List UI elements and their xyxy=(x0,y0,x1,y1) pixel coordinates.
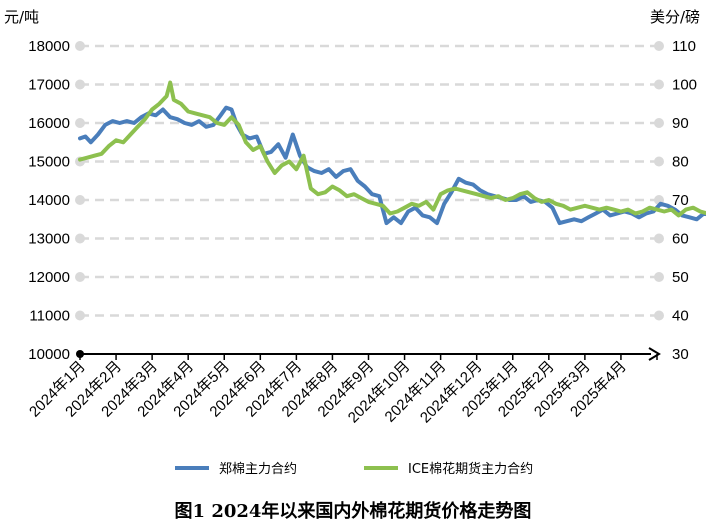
left-tick-label-11000: 11000 xyxy=(29,308,70,325)
right-tick-label-60: 60 xyxy=(672,231,689,248)
left-tick-label-14000: 14000 xyxy=(28,192,70,209)
right-tick-dot-110 xyxy=(654,41,664,51)
left-tick-label-12000: 12000 xyxy=(28,269,70,286)
legend-label-ice: ICE棉花期货主力合约 xyxy=(408,461,533,477)
left-tick-dot-13000 xyxy=(75,233,85,244)
left-tick-dot-17000 xyxy=(75,79,85,90)
grid-lines xyxy=(80,44,657,317)
figure-caption: 图1 2024年以来国内外棉花期货价格走势图 xyxy=(174,501,532,522)
right-tick-label-100: 100 xyxy=(672,77,697,94)
right-tick-dot-40 xyxy=(654,310,664,321)
right-tick-label-70: 70 xyxy=(672,192,689,209)
left-tick-dot-11000 xyxy=(75,310,85,321)
left-tick-label-17000: 17000 xyxy=(28,77,70,94)
right-tick-label-30: 30 xyxy=(672,346,689,363)
left-tick-label-10000: 10000 xyxy=(28,346,70,363)
legend-label-zhengmian: 郑棉主力合约 xyxy=(219,462,297,477)
axes xyxy=(76,347,661,361)
x-axis-arrow xyxy=(648,347,661,361)
series-line-1 xyxy=(78,80,706,218)
series-lines xyxy=(78,80,706,226)
series-line-0 xyxy=(78,105,706,226)
right-tick-label-40: 40 xyxy=(672,308,689,325)
left-tick-label-15000: 15000 xyxy=(28,154,70,171)
right-tick-label-50: 50 xyxy=(672,269,689,286)
right-tick-dot-60 xyxy=(654,233,664,244)
right-tick-dot-80 xyxy=(654,156,664,167)
right-tick-label-90: 90 xyxy=(672,115,689,132)
left-tick-dot-12000 xyxy=(75,272,85,282)
right-tick-dot-50 xyxy=(654,272,664,282)
left-tick-dot-14000 xyxy=(75,195,85,205)
legend: 郑棉主力合约 ICE棉花期货主力合约 xyxy=(175,461,533,477)
tick-labels: 10000 11000 12000 13000 14000 15000 16000 17000… xyxy=(26,38,697,426)
left-tick-dot-18000 xyxy=(75,41,85,51)
left-tick-label-18000: 18000 xyxy=(28,38,70,55)
left-tick-label-16000: 16000 xyxy=(28,115,70,132)
right-axis-unit: 美分/磅 xyxy=(650,8,700,26)
right-tick-label-110: 110 xyxy=(672,38,696,55)
left-axis-unit: 元/吨 xyxy=(4,8,39,26)
left-tick-dot-16000 xyxy=(75,118,85,128)
right-tick-dot-100 xyxy=(654,79,664,90)
right-tick-label-80: 80 xyxy=(672,154,689,171)
left-tick-label-13000: 13000 xyxy=(28,231,70,248)
right-tick-dot-90 xyxy=(654,118,664,128)
